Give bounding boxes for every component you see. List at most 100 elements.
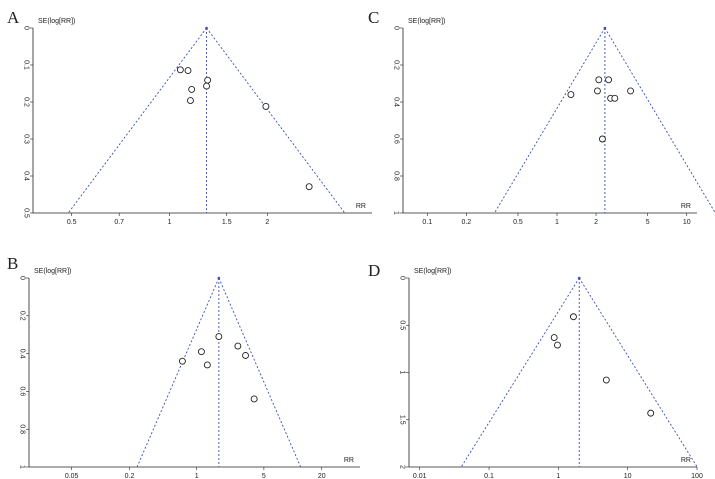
x-tick-label: 1 <box>555 219 559 226</box>
y-axis-title: SE(log[RR]) <box>34 268 71 275</box>
study-point <box>178 357 186 365</box>
y-tick-label: 0.5 <box>399 320 406 330</box>
y-tick-label: 1 <box>393 211 400 215</box>
y-tick-label: 0.4 <box>19 349 26 359</box>
study-point <box>593 87 601 95</box>
y-tick-label: 0 <box>19 276 26 280</box>
funnel-left-limit <box>136 277 220 468</box>
y-tick-label: 0 <box>399 276 406 280</box>
x-tick-label: 100 <box>691 473 703 479</box>
x-tick-label: 1 <box>195 473 199 479</box>
x-tick-label: 0.05 <box>65 473 79 479</box>
panel-letter-c: C <box>368 8 379 27</box>
y-tick-label: 0.5 <box>23 208 30 218</box>
y-tick-label: 0.1 <box>23 60 30 70</box>
funnel-left-limit <box>67 27 207 214</box>
study-point <box>569 313 577 321</box>
x-tick-label: 5 <box>646 219 650 226</box>
panel-letter-d: D <box>368 261 380 280</box>
pooled-effect-marker <box>217 276 221 280</box>
study-point <box>611 94 619 102</box>
funnel-plot-panel-d: D SE(log[RR]) RR 0 0.5 1 1.5 2 0.01 0.1 1 10 100 <box>368 261 703 479</box>
x-tick-label: 10 <box>683 219 691 226</box>
x-tick-label: 1 <box>168 219 172 226</box>
study-point <box>242 352 249 359</box>
x-tick-label: 2 <box>594 219 598 226</box>
study-point <box>203 82 210 90</box>
y-tick-label: 0.6 <box>19 387 26 397</box>
x-tick-label: 1 <box>556 473 560 479</box>
y-tick-label: 0.6 <box>393 134 400 144</box>
study-point <box>595 76 603 84</box>
y-tick-label: 0.8 <box>19 424 26 434</box>
x-tick-label: 0.01 <box>413 473 427 479</box>
y-tick-label: 0 <box>393 26 400 30</box>
y-axis-title: SE(log[RR]) <box>38 18 75 25</box>
x-tick-label: 0.5 <box>513 219 523 226</box>
x-tick-label: 0.2 <box>461 219 471 226</box>
funnel-right-limit <box>578 277 698 468</box>
study-point <box>203 361 211 369</box>
study-point <box>215 333 223 341</box>
x-tick-label: 0.1 <box>422 219 432 226</box>
x-tick-label: 0.7 <box>114 219 124 226</box>
study-point <box>204 76 212 84</box>
study-point <box>176 66 184 74</box>
study-point <box>250 395 258 403</box>
x-axis-title: RR <box>344 457 354 464</box>
y-tick-label: 0.4 <box>23 171 30 181</box>
study-point <box>305 183 313 191</box>
funnel-left-limit <box>494 27 606 214</box>
funnel-right-limit <box>218 277 302 468</box>
pooled-effect-marker <box>577 276 581 280</box>
study-point <box>605 76 613 84</box>
y-tick-label: 0.3 <box>23 134 30 144</box>
y-tick-label: 2 <box>399 465 406 469</box>
x-tick-label: 0.5 <box>67 219 77 226</box>
study-point <box>188 85 196 93</box>
x-axis-title: RR <box>356 203 366 210</box>
x-axis-title: RR <box>681 457 691 464</box>
y-axis-title: SE(log[RR]) <box>414 268 451 275</box>
y-tick-label: 0 <box>23 26 30 30</box>
x-axis-title: RR <box>681 203 691 210</box>
study-point <box>647 409 655 417</box>
y-tick-label: 1 <box>399 371 406 375</box>
y-tick-label: 0.2 <box>19 311 26 321</box>
study-point <box>184 67 192 75</box>
study-point <box>550 334 558 341</box>
funnel-left-limit <box>460 277 580 468</box>
study-point <box>234 342 242 350</box>
pooled-effect-marker <box>205 26 208 30</box>
x-tick-label: 1.5 <box>222 219 232 226</box>
study-point <box>627 87 635 95</box>
study-point <box>197 348 205 356</box>
x-tick-label: 20 <box>318 473 326 479</box>
y-tick-label: 0.4 <box>393 97 400 107</box>
y-tick-label: 0.2 <box>23 97 30 107</box>
y-tick-label: 0.2 <box>393 60 400 70</box>
study-point <box>602 376 610 384</box>
x-tick-label: 0.2 <box>125 473 135 479</box>
study-point <box>187 97 194 104</box>
x-tick-label: 5 <box>262 473 266 479</box>
panel-letter-a: A <box>7 8 20 27</box>
panel-letter-b: B <box>7 254 18 273</box>
study-point <box>598 135 606 143</box>
funnel-right-limit <box>604 27 715 214</box>
study-point <box>554 341 561 349</box>
y-tick-label: 1 <box>19 465 26 469</box>
y-tick-label: 0.8 <box>393 171 400 181</box>
x-tick-label: 10 <box>624 473 632 479</box>
funnel-plot-panel-c: C SE(log[RR]) RR 0 0.2 0.4 0.6 0.8 1 0.1 0.2 0.5 1 2 5… <box>368 8 715 226</box>
study-point <box>262 102 270 110</box>
funnel-right-limit <box>206 27 346 214</box>
x-tick-label: 2 <box>265 219 269 226</box>
funnel-plot-panel-a: A SE(log[RR]) RR 0 0.1 0.2 0.3 0.4 0.5 0.5 0.7 1 1.5… <box>7 8 372 226</box>
y-axis-title: SE(log[RR]) <box>408 18 445 25</box>
x-tick-label: 0.1 <box>484 473 494 479</box>
study-point <box>567 91 575 99</box>
funnel-plot-panel-b: B SE(log[RR]) RR 0 0.2 0.4 0.6 0.8 1 0.05 0.2 1 5 20 <box>7 254 360 479</box>
pooled-effect-marker <box>603 26 607 30</box>
